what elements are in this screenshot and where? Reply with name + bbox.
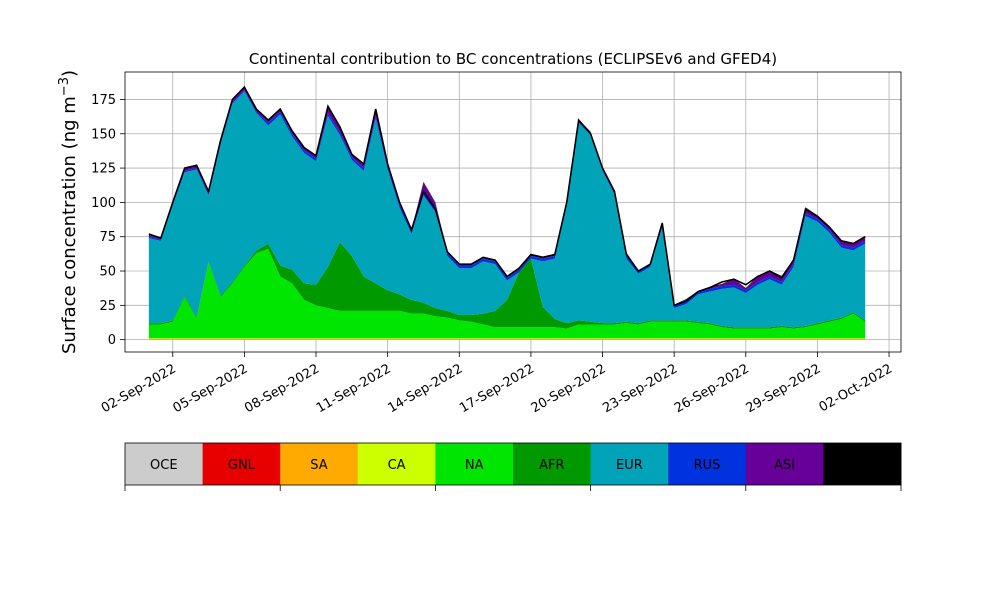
plot-frame xyxy=(124,71,902,353)
x-tick-label: 20-Sep-2022 xyxy=(529,361,609,416)
area-eur xyxy=(148,91,866,328)
legend-swatch-asi xyxy=(745,443,824,485)
x-tick-label: 05-Sep-2022 xyxy=(171,361,251,416)
legend-label-afr: AFR xyxy=(539,458,564,473)
legend-label-oce: OCE xyxy=(150,458,178,473)
legend-label-sa: SA xyxy=(310,458,327,473)
y-tick-label: 25 xyxy=(99,299,116,314)
legend-label-rus: RUS xyxy=(694,458,721,473)
area-sa xyxy=(148,338,866,340)
y-tick-label: 75 xyxy=(99,230,116,245)
x-tick-label: 08-Sep-2022 xyxy=(242,361,322,416)
x-tick-label: 02-Oct-2022 xyxy=(817,361,895,415)
y-tick-label: 175 xyxy=(91,93,116,108)
legend-swatch-aus xyxy=(823,443,902,485)
y-axis-label-main: Surface concentration (ng m xyxy=(59,96,80,354)
legend-frame xyxy=(124,442,902,486)
y-tick-label: 50 xyxy=(99,265,116,280)
legend-label-eur: EUR xyxy=(616,458,643,473)
x-tick-label: 14-Sep-2022 xyxy=(385,361,465,416)
x-tick-label: 23-Sep-2022 xyxy=(600,361,680,416)
area-ca xyxy=(148,338,866,339)
legend-label-gnl: GNL xyxy=(228,458,256,473)
x-tick-label: 29-Sep-2022 xyxy=(744,361,824,416)
legend-swatch-gnl xyxy=(202,443,281,485)
x-tick-label: 17-Sep-2022 xyxy=(457,361,537,416)
x-tick-label: 11-Sep-2022 xyxy=(314,361,394,416)
legend-swatch-na xyxy=(435,443,514,485)
chart-title: Continental contribution to BC concentra… xyxy=(249,50,777,68)
legend-swatch-afr xyxy=(513,443,592,485)
stacked-areas xyxy=(148,86,866,340)
legend-label-ca: CA xyxy=(388,458,406,473)
legend-swatch-sa xyxy=(280,443,359,485)
legend-colorbar: OCE GNL SA CA NA AFR EUR RUS ASI AUS xyxy=(124,442,902,491)
legend-swatch-ca xyxy=(357,443,436,485)
legend-label-na: NA xyxy=(465,458,484,473)
y-axis-ticks: 0 25 50 75 100 125 150 175 xyxy=(91,93,125,348)
total-concentration-line xyxy=(148,85,866,307)
area-na xyxy=(148,249,866,339)
x-tick-label: 02-Sep-2022 xyxy=(99,361,179,416)
y-axis-label: Surface concentration (ng m−3) xyxy=(57,70,80,354)
legend-label-asi: ASI xyxy=(774,458,795,473)
y-tick-label: 100 xyxy=(91,196,116,211)
x-tick-label: 26-Sep-2022 xyxy=(672,361,752,416)
y-axis-label-exponent: −3 xyxy=(57,77,72,96)
legend-swatch-oce xyxy=(125,443,204,485)
y-axis-label-close: ) xyxy=(59,70,80,77)
y-tick-label: 0 xyxy=(108,333,116,348)
y-tick-label: 150 xyxy=(91,127,116,142)
legend-swatch-rus xyxy=(668,443,747,485)
x-axis-ticks: 02-Sep-202205-Sep-202208-Sep-202211-Sep-… xyxy=(99,352,895,416)
legend-label-aus: AUS xyxy=(849,458,876,473)
legend-swatch-eur xyxy=(590,443,669,485)
y-tick-label: 125 xyxy=(91,162,116,177)
area-afr xyxy=(148,242,866,329)
